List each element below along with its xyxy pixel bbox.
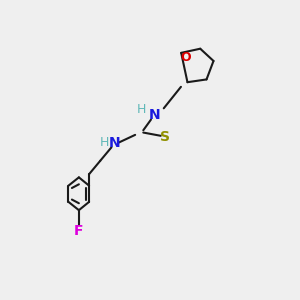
Text: H: H: [137, 103, 146, 116]
Text: N: N: [109, 136, 121, 150]
Text: S: S: [160, 130, 170, 144]
Text: N: N: [149, 107, 161, 122]
Text: O: O: [181, 51, 191, 64]
Text: H: H: [100, 136, 109, 149]
Text: F: F: [74, 224, 84, 238]
